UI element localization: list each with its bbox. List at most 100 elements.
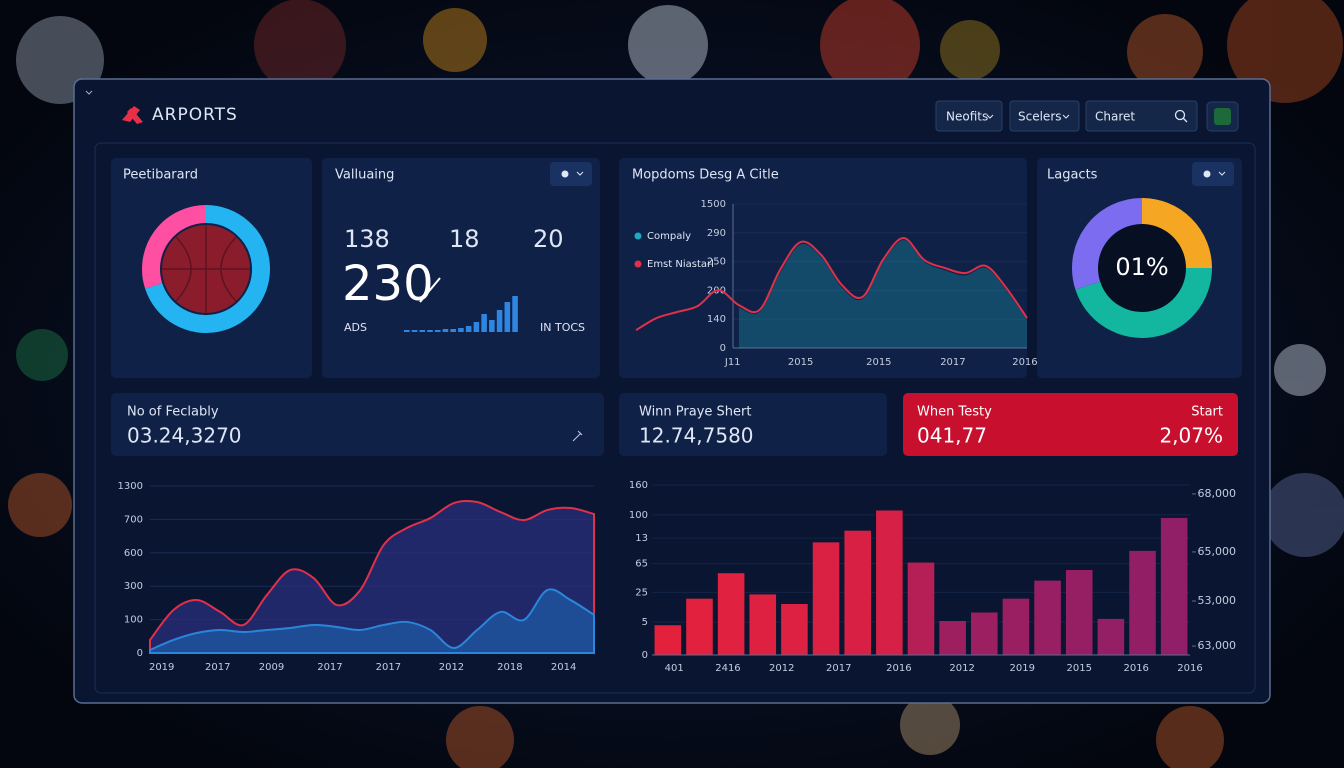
- mini-bar: [419, 330, 426, 332]
- x-tick-label: 2014: [551, 662, 576, 673]
- search-box[interactable]: [1085, 100, 1198, 132]
- x-tick-label: 2017: [317, 662, 342, 673]
- menu-button[interactable]: [935, 100, 1003, 132]
- mini-bar: [473, 322, 480, 332]
- bar: [686, 598, 713, 655]
- donut-segment: [1141, 198, 1212, 269]
- y-tick-label: 140: [707, 314, 726, 325]
- y-tick-label: 600: [124, 548, 143, 559]
- stat-card-value: 041,77: [917, 424, 987, 448]
- x-tick-label: 2016: [1123, 663, 1148, 674]
- legend-label: Compaly: [647, 231, 691, 242]
- panel-menu-icon: [1203, 170, 1211, 178]
- donut-center-label: 01%: [1115, 253, 1168, 281]
- x-tick-label: 2019: [1010, 663, 1035, 674]
- stat-caption: IN TOCS: [540, 321, 585, 334]
- y-tick-label: 25: [635, 587, 648, 598]
- y-tick-label: 1500: [701, 199, 726, 210]
- x-tick-label: 2015: [788, 357, 813, 368]
- menu-button[interactable]: [1009, 100, 1080, 132]
- y-tick-label: 0: [720, 343, 726, 354]
- x-tick-label: 2012: [439, 662, 464, 673]
- x-tick-label: 2016: [1012, 357, 1037, 368]
- bar: [1097, 618, 1125, 655]
- panel-title: Lagacts: [1047, 168, 1098, 183]
- donut-segment: [1075, 267, 1212, 338]
- bar: [1002, 598, 1030, 655]
- x-tick-label: 401: [665, 663, 684, 674]
- stat-number: 18: [449, 225, 480, 253]
- y-tick-label: 700: [124, 514, 143, 525]
- donut-segment: [145, 205, 270, 333]
- link-icon: [572, 430, 583, 442]
- panel-menu[interactable]: [550, 162, 592, 186]
- y-tick-label: 250: [707, 257, 726, 268]
- x-tick-label: 2016: [886, 663, 911, 674]
- x-tick-label: 2017: [940, 357, 965, 368]
- panel-title: Mopdoms Desg A Citle: [632, 168, 779, 183]
- menu-caret: [986, 114, 994, 119]
- y2-tick-label: 53,000: [1198, 594, 1237, 607]
- panel-menu-caret: [1218, 171, 1226, 176]
- x-tick-label: 2018: [497, 662, 522, 673]
- x-tick-label: 2009: [259, 662, 284, 673]
- x-tick-label: 2017: [205, 662, 230, 673]
- bar: [749, 594, 777, 655]
- mini-bar: [512, 296, 518, 332]
- stat-number: 20: [533, 225, 564, 253]
- pen-stroke: [419, 277, 441, 303]
- x-tick-label: 2017: [826, 663, 851, 674]
- mini-bar: [404, 330, 410, 332]
- y-tick-label: 1300: [118, 481, 143, 492]
- x-tick-label: J11: [724, 357, 741, 368]
- mini-bar: [504, 302, 511, 332]
- x-tick-label: 2019: [149, 662, 174, 673]
- stat-card: [619, 393, 887, 456]
- x-tick-label: 2012: [949, 663, 974, 674]
- line: [635, 236, 1028, 332]
- mini-bar: [458, 328, 464, 332]
- menu-label[interactable]: Neofits: [946, 110, 988, 124]
- panel-menu-caret: [576, 171, 584, 176]
- search-icon: [1174, 109, 1186, 121]
- stat-card-label: When Testy: [917, 405, 992, 420]
- y-tick-label: 160: [629, 480, 648, 491]
- stat-card: [111, 393, 604, 456]
- stat-caption: ADS: [344, 321, 367, 334]
- bar: [844, 530, 871, 655]
- bar: [1129, 550, 1156, 655]
- mini-bar: [434, 330, 441, 332]
- mini-bar: [450, 329, 456, 332]
- y-tick-label: 65: [635, 559, 648, 570]
- mini-bar: [465, 326, 472, 332]
- stat-card-label: Start: [1191, 405, 1223, 420]
- y-tick-label: 100: [124, 615, 143, 626]
- bar: [781, 604, 808, 655]
- stat-number: 138: [344, 225, 390, 253]
- x-tick-label: 2416: [715, 663, 740, 674]
- y2-tick-label: 68,000: [1198, 487, 1237, 500]
- mini-bar: [489, 320, 495, 332]
- stat-card-value: 2,07%: [1159, 424, 1223, 448]
- x-tick-label: 2017: [376, 662, 401, 673]
- big-number: 230: [342, 256, 434, 312]
- mini-bar: [496, 310, 503, 332]
- search-placeholder[interactable]: Charet: [1095, 110, 1135, 124]
- bar: [1065, 570, 1093, 655]
- y2-tick-label: 63,000: [1198, 639, 1237, 652]
- y-tick-label: 5: [642, 617, 648, 628]
- panel-menu[interactable]: [1192, 162, 1234, 186]
- profile-icon: [1214, 108, 1231, 125]
- y-tick-label: 13: [635, 533, 648, 544]
- content-frame: [94, 142, 1256, 694]
- y-tick-label: 0: [137, 648, 143, 659]
- stat-card-value: 03.24,3270: [127, 424, 242, 448]
- donut-segment: [142, 205, 207, 289]
- area: [149, 588, 595, 654]
- menu-label[interactable]: Scelers: [1018, 110, 1062, 124]
- x-tick-label: 2016: [1177, 663, 1202, 674]
- mini-bar: [411, 330, 418, 332]
- brand-logo: [122, 106, 143, 124]
- bar: [1160, 517, 1188, 655]
